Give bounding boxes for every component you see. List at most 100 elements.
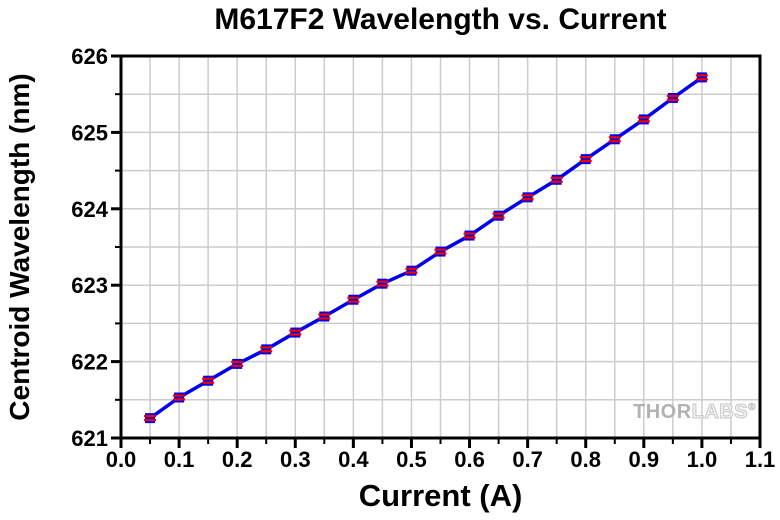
marker-square bbox=[232, 358, 243, 369]
marker-stripe-bottom bbox=[231, 364, 244, 367]
marker-square bbox=[580, 154, 591, 165]
marker-stripe-bottom bbox=[550, 180, 563, 183]
marker-stripe-top bbox=[463, 232, 476, 235]
marker-square bbox=[609, 134, 620, 145]
marker-stripe-bottom bbox=[521, 198, 534, 201]
marker-stripe-bottom bbox=[463, 236, 476, 239]
marker-stripe-top bbox=[666, 94, 679, 98]
data-marker bbox=[405, 265, 418, 276]
marker-square bbox=[667, 93, 678, 104]
x-tick-label: 0.0 bbox=[106, 447, 137, 472]
data-marker bbox=[289, 327, 302, 338]
x-tick-label: 0.1 bbox=[164, 447, 195, 472]
marker-stripe-bottom bbox=[492, 216, 505, 219]
marker-square bbox=[174, 392, 185, 403]
marker-square bbox=[464, 230, 475, 241]
marker-stripe-top bbox=[579, 156, 592, 159]
watermark-thor: THOR bbox=[633, 401, 692, 423]
marker-stripe-bottom bbox=[202, 381, 215, 384]
data-marker bbox=[608, 134, 621, 145]
data-marker bbox=[202, 375, 215, 386]
marker-stripe-top bbox=[376, 280, 389, 283]
x-tick-label: 0.7 bbox=[512, 447, 543, 472]
marker-stripe-top bbox=[550, 176, 563, 179]
marker-stripe-bottom bbox=[695, 78, 708, 81]
data-marker bbox=[463, 230, 476, 241]
marker-stripe-bottom bbox=[318, 317, 331, 320]
marker-stripe-bottom bbox=[579, 159, 592, 163]
y-tick-label: 625 bbox=[71, 120, 108, 145]
data-marker bbox=[144, 413, 157, 424]
x-tick-label: 0.2 bbox=[222, 447, 253, 472]
data-marker bbox=[579, 154, 592, 165]
data-marker bbox=[695, 72, 708, 83]
x-axis-label: Current (A) bbox=[358, 478, 523, 513]
marker-stripe-top bbox=[695, 74, 708, 77]
marker-square bbox=[493, 210, 504, 221]
watermark-labs: LABS bbox=[691, 401, 749, 424]
marker-stripe-bottom bbox=[260, 350, 273, 353]
marker-stripe-bottom bbox=[434, 252, 447, 255]
marker-square bbox=[696, 72, 707, 83]
y-tick-label: 621 bbox=[71, 426, 108, 451]
marker-stripe-bottom bbox=[637, 120, 650, 123]
marker-square bbox=[290, 327, 301, 338]
x-tick-label: 0.3 bbox=[280, 447, 311, 472]
marker-stripe-bottom bbox=[608, 140, 621, 143]
data-marker bbox=[318, 311, 331, 322]
marker-stripe-top bbox=[144, 415, 157, 418]
marker-stripe-bottom bbox=[405, 271, 418, 274]
data-marker bbox=[637, 114, 650, 125]
marker-stripe-top bbox=[492, 212, 505, 215]
y-tick-label: 623 bbox=[71, 273, 108, 298]
marker-stripe-bottom bbox=[376, 284, 389, 287]
y-tick-label: 626 bbox=[71, 44, 108, 69]
data-series bbox=[144, 72, 708, 424]
axes-frame bbox=[119, 54, 762, 440]
data-marker bbox=[260, 344, 273, 355]
marker-square bbox=[203, 375, 214, 386]
x-tick-label: 1.1 bbox=[745, 447, 776, 472]
marker-square bbox=[522, 192, 533, 203]
x-tick-label: 0.6 bbox=[454, 447, 485, 472]
marker-stripe-top bbox=[202, 377, 215, 380]
data-marker bbox=[492, 210, 505, 221]
watermark-registered-icon: ® bbox=[748, 402, 756, 414]
y-tick-label: 622 bbox=[71, 350, 108, 375]
marker-stripe-top bbox=[434, 248, 447, 251]
marker-square bbox=[261, 344, 272, 355]
x-tick-label: 1.0 bbox=[687, 447, 718, 472]
x-tick-label: 0.9 bbox=[629, 447, 660, 472]
x-tick-label: 0.5 bbox=[396, 447, 427, 472]
marker-stripe-top bbox=[405, 267, 418, 270]
marker-stripe-top bbox=[521, 194, 534, 197]
data-marker bbox=[347, 294, 360, 305]
marker-square bbox=[551, 174, 562, 185]
axis-tick-labels: 0.0 0.1 0.2 0.3 0.4 0.5 0.6 0.7 0.8 0.9 1.0 1.1 621 6… bbox=[71, 44, 775, 472]
marker-stripe-bottom bbox=[666, 98, 679, 102]
marker-square bbox=[638, 114, 649, 125]
marker-stripe-top bbox=[289, 329, 302, 332]
marker-stripe-top bbox=[608, 136, 621, 139]
marker-stripe-top bbox=[318, 313, 331, 316]
marker-stripe-bottom bbox=[347, 300, 360, 303]
marker-stripe-top bbox=[231, 360, 244, 364]
axis-ticks bbox=[111, 54, 762, 448]
x-tick-label: 0.4 bbox=[338, 447, 369, 472]
marker-stripe-bottom bbox=[144, 418, 157, 422]
data-marker bbox=[550, 174, 563, 185]
marker-stripe-top bbox=[260, 346, 273, 349]
thorlabs-watermark: THORLABS® bbox=[633, 401, 756, 424]
marker-stripe-top bbox=[173, 394, 186, 397]
marker-square bbox=[319, 311, 330, 322]
x-tick-label: 0.8 bbox=[570, 447, 601, 472]
marker-stripe-bottom bbox=[289, 333, 302, 336]
marker-square bbox=[435, 246, 446, 257]
y-tick-label: 624 bbox=[71, 197, 108, 222]
data-marker bbox=[666, 93, 679, 104]
data-marker bbox=[173, 392, 186, 403]
chart-title: M617F2 Wavelength vs. Current bbox=[214, 3, 667, 36]
data-marker bbox=[521, 192, 534, 203]
